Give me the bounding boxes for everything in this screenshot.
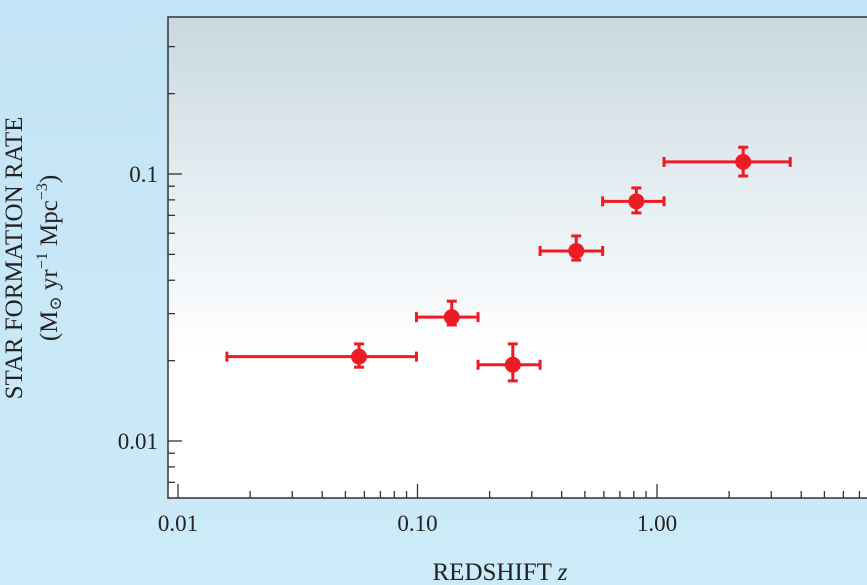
x-tick-label: 0.01 [158,511,198,536]
y-axis-label-line2: (M⊙ yr−1 Mpc−3) [34,175,65,341]
data-point [225,342,418,369]
data-marker [351,348,368,365]
data-marker [504,356,521,373]
y-tick-label: 0.01 [118,429,158,454]
data-marker [568,242,585,259]
x-tick-label: 0.10 [397,511,437,536]
y-tick-label: 0.1 [129,162,158,187]
x-tick-label: 1.00 [637,511,677,536]
data-point [414,299,480,327]
data-point [662,145,792,178]
plot-area [167,16,867,499]
data-point [476,342,542,383]
data-point [538,234,605,262]
x-axis-label: REDSHIFT z [433,559,568,585]
data-marker [443,309,460,326]
y-axis-label-line1: STAR FORMATION RATE [1,117,28,400]
data-marker [735,153,752,170]
data-marker [628,193,645,210]
data-point [601,186,666,215]
